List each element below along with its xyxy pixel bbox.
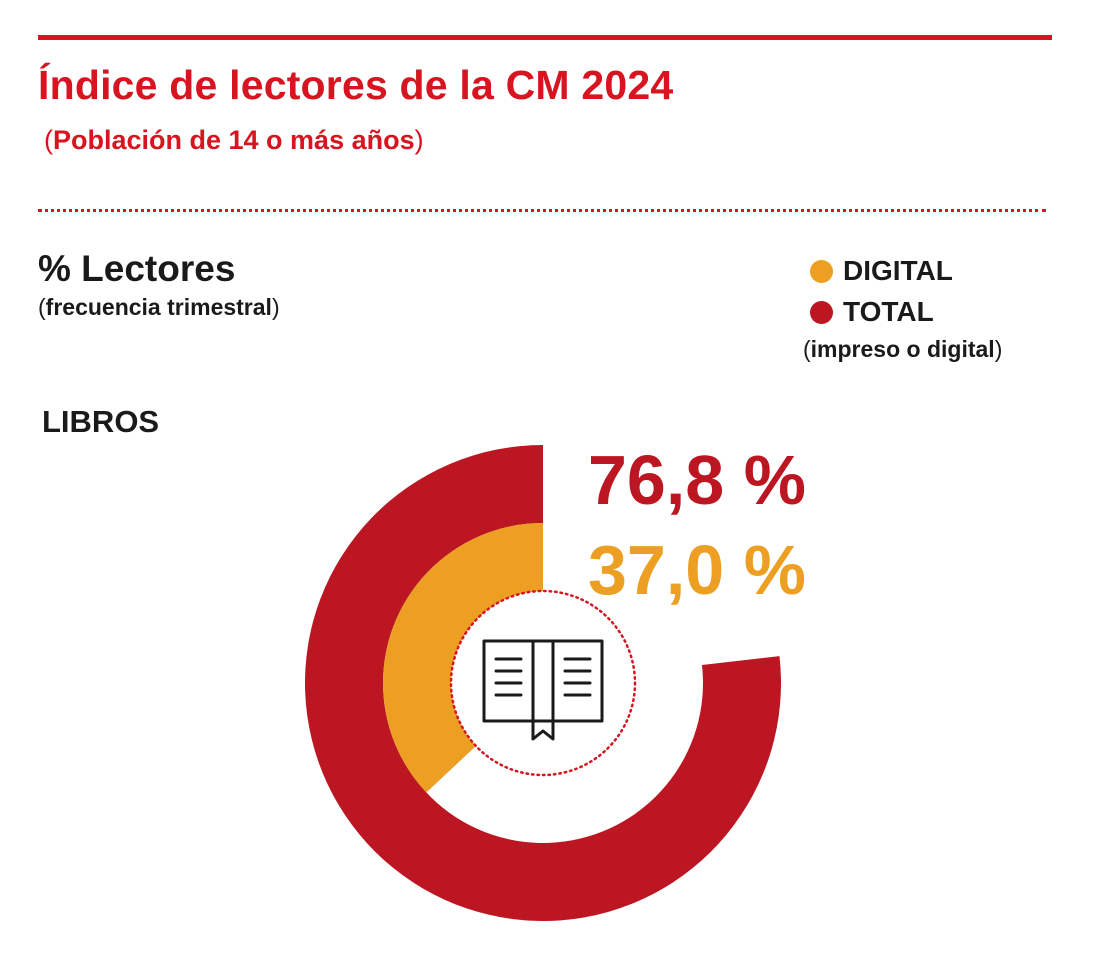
metric-title: % Lectores	[38, 248, 236, 289]
legend-note-text: impreso o digital	[810, 336, 995, 362]
subtitle-text: Población de 14 o más años	[53, 125, 415, 155]
donut-arc-digital	[383, 523, 543, 793]
metric-sub-text: frecuencia trimestral	[45, 294, 272, 320]
legend-note: (impreso o digital)	[803, 336, 1002, 363]
legend-label-digital: DIGITAL	[843, 255, 953, 286]
subtitle-close-paren: )	[414, 125, 424, 155]
top-rule	[38, 35, 1052, 40]
legend-note-open-paren: (	[803, 336, 811, 362]
dotted-divider	[38, 209, 1046, 212]
metric-sub-close-paren: )	[271, 294, 280, 320]
page-subtitle: (Población de 14 o más años)	[44, 125, 424, 156]
legend-dot-total	[810, 300, 833, 324]
metric-sub-open-paren: (	[38, 294, 46, 320]
value-label-digital: 37,0 %	[588, 531, 806, 609]
page-title: Índice de lectores de la CM 2024	[38, 62, 674, 108]
subtitle-open-paren: (	[44, 125, 53, 155]
value-label-total: 76,8 %	[588, 441, 806, 519]
legend-dot-digital	[810, 259, 833, 283]
donut-rings	[305, 445, 781, 922]
legend-note-close-paren: )	[994, 336, 1003, 362]
legend-item-digital: DIGITAL	[810, 255, 953, 287]
open-book-icon	[482, 639, 604, 741]
center-dotted-ring	[449, 589, 637, 777]
donut-arc-total	[305, 445, 781, 922]
metric-subtitle: (frecuencia trimestral)	[38, 294, 280, 321]
legend-label-total: TOTAL	[843, 296, 934, 327]
chart-section-label: LIBROS	[42, 404, 160, 439]
legend-item-total: TOTAL	[810, 296, 934, 328]
